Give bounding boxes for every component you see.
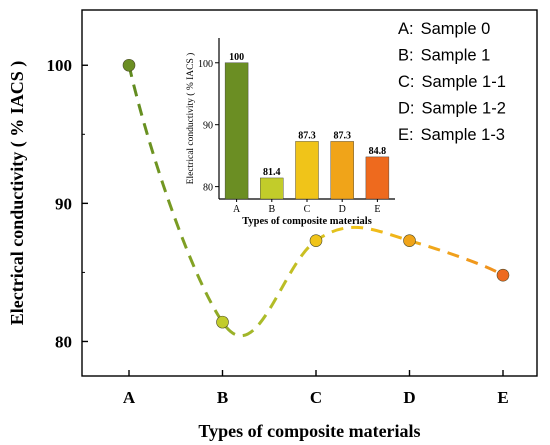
data-point [309,234,323,247]
legend-label: Sample 1-3 [421,126,505,144]
inset-x-tick-label: E [374,204,380,215]
inset-data-label: 100 [229,52,244,63]
inset-x-tick-label: C [304,204,311,215]
x-tick-label: E [497,388,508,407]
inset-y-tick-label: 90 [203,121,213,132]
legend-label: Sample 1-1 [422,73,506,91]
inset-data-label: 87.3 [298,130,316,141]
inset-bar [365,156,390,200]
legend-separator: : [410,100,415,118]
legend-key: B [398,47,409,65]
legend-key: A [398,20,409,38]
x-tick-label: A [123,388,136,407]
inset-data-label: 81.4 [263,167,281,178]
inset-data-label: 84.8 [369,146,387,157]
legend: A: Sample 0 B: Sample 1 C: Sample 1-1 D: Sample… [398,20,506,144]
legend-separator: : [409,47,414,65]
y-tick-label: 80 [55,332,72,351]
x-tick-label: C [310,388,322,407]
data-point [496,268,510,282]
y-tick-label: 100 [47,56,73,75]
data-point [216,315,229,329]
legend-entry: A: Sample 0 [398,20,490,38]
legend-key: E [398,126,409,144]
inset-y-axis-label: Electrical conductivity ( % IACS ) [185,53,196,185]
legend-separator: : [410,73,415,91]
legend-label: Sample 1 [421,47,491,65]
inset-x-tick-label: A [233,204,241,215]
data-point [122,58,136,72]
legend-entry: B: Sample 1 [398,47,490,65]
inset-data-label: 87.3 [333,130,351,141]
legend-separator: : [409,126,414,144]
inset-x-axis-label: Types of composite materials [242,216,372,227]
y-tick-label: 90 [55,194,72,213]
data-point [403,234,416,247]
inset-y-tick-label: 100 [198,59,213,70]
legend-key: C [398,73,410,91]
inset-bar [260,177,284,200]
legend-entry: C: Sample 1-1 [398,73,506,91]
legend-label: Sample 0 [421,20,491,38]
x-axis-label: Types of composite materials [198,421,420,441]
x-tick-label: B [217,388,228,407]
inset-x-tick-label: B [268,204,275,215]
legend-separator: : [409,20,414,38]
inset-bar [295,141,319,200]
inset-bar [330,141,354,200]
legend-key: D [398,100,410,118]
legend-entry: E: Sample 1-3 [398,126,505,144]
legend-label: Sample 1-2 [422,100,506,118]
y-axis-label: Electrical conductivity ( % IACS ) [7,61,28,325]
plot-frame [81,9,538,377]
inset-y-tick-label: 80 [203,183,213,194]
x-tick-label: D [403,388,415,407]
inset-x-tick-label: D [339,204,346,215]
legend-entry: D: Sample 1-2 [398,100,506,118]
inset-bar [224,62,249,200]
